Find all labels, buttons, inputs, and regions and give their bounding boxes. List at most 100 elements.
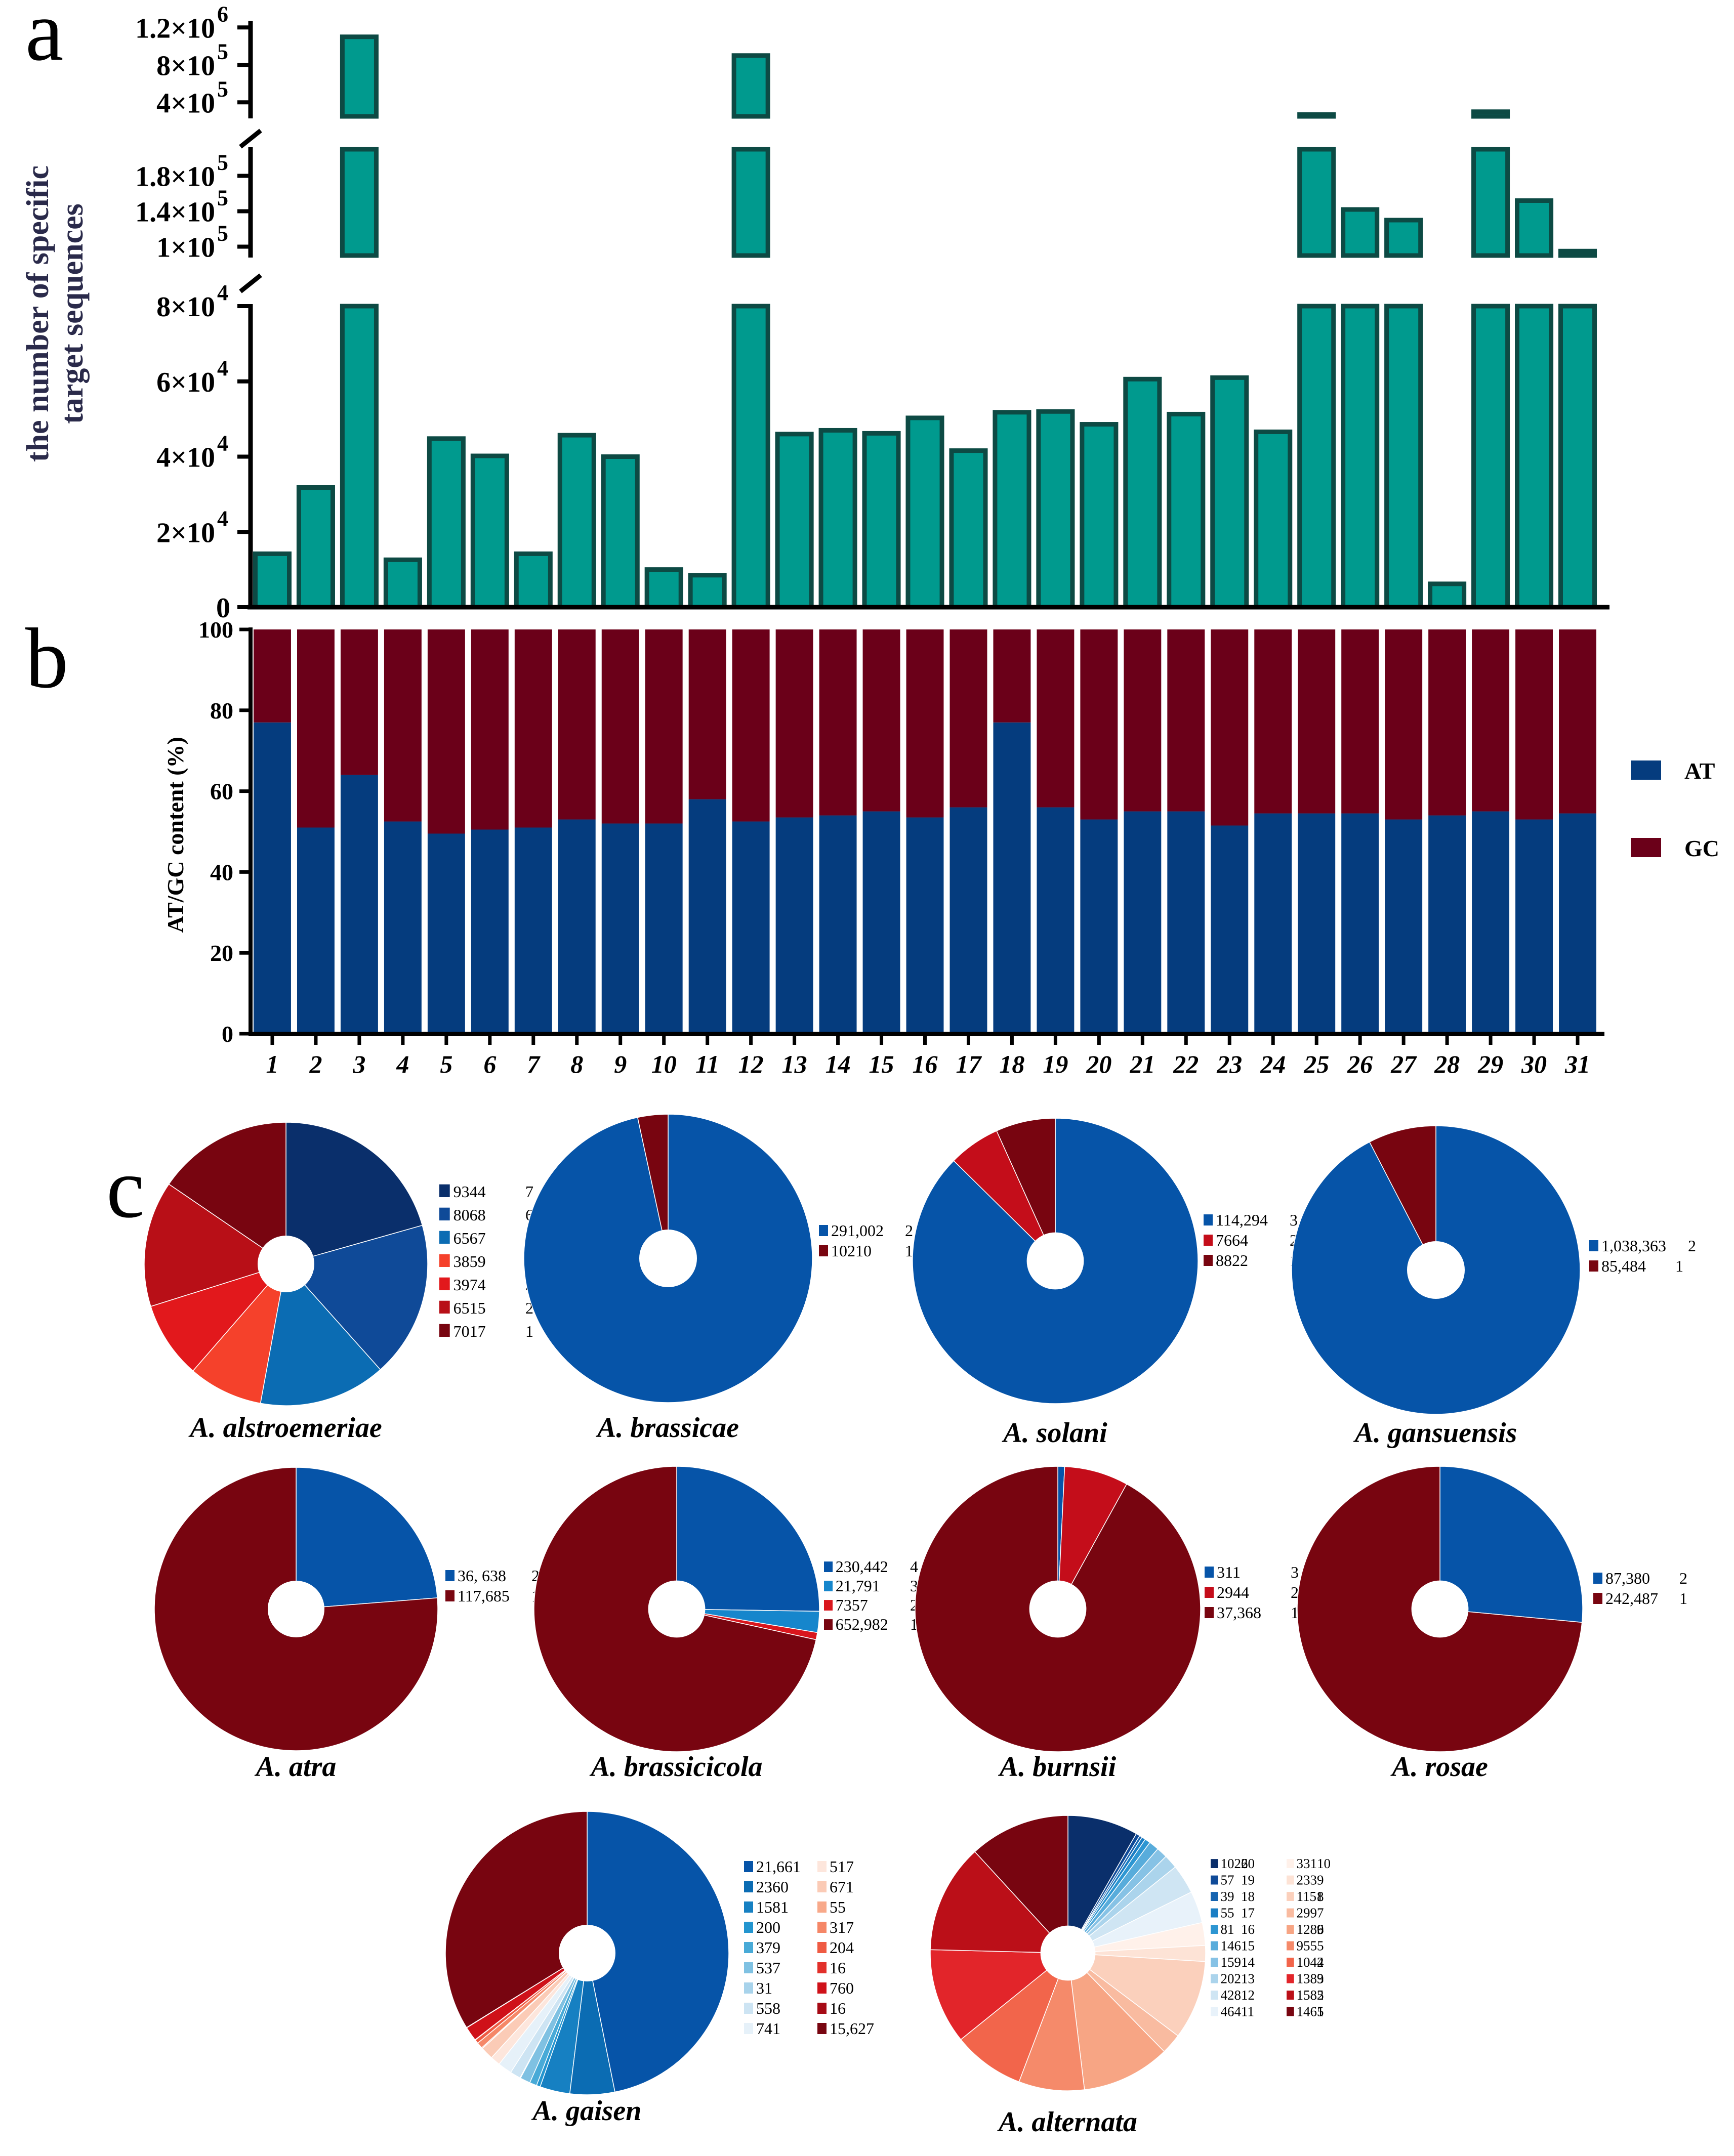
pie-title: A. brassicae bbox=[596, 1412, 739, 1444]
legend-value: 7357 bbox=[836, 1596, 868, 1614]
legend-count: 5 bbox=[1317, 1938, 1324, 1954]
x-tick-label: 21 bbox=[1129, 1050, 1155, 1078]
x-tick-label: 14 bbox=[825, 1050, 851, 1078]
bar-28 bbox=[1428, 581, 1467, 610]
legend-swatch bbox=[1211, 1908, 1218, 1918]
legend-swatch bbox=[1211, 1925, 1218, 1934]
pie-1: A. alstroemeriae934478068665675385943974… bbox=[144, 1122, 533, 1444]
bar-29 bbox=[1471, 304, 1510, 610]
x-tick-label: 10 bbox=[651, 1050, 677, 1078]
y-tick-label: 4×10 bbox=[156, 88, 215, 119]
y-tick-label: 8×10 bbox=[156, 50, 215, 81]
y-tick-exponent: 5 bbox=[217, 150, 228, 175]
y-tick-exponent: 6 bbox=[217, 2, 228, 26]
at-bar-27 bbox=[1385, 819, 1423, 1034]
gc-bar-17 bbox=[949, 629, 987, 808]
gc-bar-8 bbox=[558, 629, 596, 820]
at-bar-10 bbox=[645, 823, 683, 1034]
x-tick-label: 18 bbox=[999, 1050, 1024, 1078]
at-bar-14 bbox=[819, 815, 857, 1034]
bar-10 bbox=[644, 567, 683, 610]
gc-bar-2 bbox=[297, 629, 335, 828]
legend-count: 19 bbox=[1241, 1873, 1255, 1888]
pie-slice bbox=[1067, 1815, 1137, 1955]
pie-slice bbox=[144, 1183, 287, 1307]
legend-swatch bbox=[1589, 1260, 1598, 1272]
legend-swatch bbox=[817, 2003, 827, 2014]
y-tick-label: 4×10 bbox=[156, 442, 215, 474]
pie-slice bbox=[296, 1467, 438, 1610]
legend-count: 1 bbox=[1317, 2004, 1324, 2019]
axis-break-1 bbox=[239, 129, 262, 149]
legend-swatch bbox=[1593, 1573, 1602, 1584]
legend-count: 3 bbox=[1317, 1971, 1324, 1986]
legend-swatch bbox=[1204, 1255, 1213, 1266]
pie-hole bbox=[1026, 1232, 1084, 1290]
gc-bar-27 bbox=[1385, 629, 1423, 820]
x-tick-label: 16 bbox=[913, 1050, 938, 1078]
x-tick-label: 2 bbox=[309, 1050, 322, 1078]
bar-30-seg1 bbox=[1515, 198, 1554, 258]
pie-slice bbox=[192, 1262, 287, 1404]
gc-bar-1 bbox=[254, 629, 291, 723]
legend-value: 230,442 bbox=[836, 1557, 888, 1576]
legend-value: 1289 bbox=[1297, 1922, 1324, 1937]
legend-value: 242,487 bbox=[1605, 1589, 1658, 1608]
legend-value: 16 bbox=[830, 1999, 846, 2017]
x-tick-label: 5 bbox=[440, 1050, 452, 1078]
pie-hole bbox=[1040, 1925, 1096, 1981]
at-bar-29 bbox=[1472, 811, 1510, 1034]
gc-bar-28 bbox=[1428, 629, 1466, 816]
pie-slice bbox=[1369, 1125, 1436, 1271]
legend-swatch bbox=[817, 2023, 827, 2034]
legend-count: 17 bbox=[1241, 1906, 1255, 1921]
pie-slice bbox=[1018, 1953, 1085, 2091]
at-bar-7 bbox=[514, 827, 552, 1034]
legend-value: 81 bbox=[1221, 1922, 1234, 1937]
x-tick-label: 7 bbox=[527, 1050, 541, 1078]
y-tick-exponent: 4 bbox=[217, 506, 228, 531]
x-tick-label: 28 bbox=[1434, 1050, 1460, 1078]
gc-bar-12 bbox=[732, 629, 770, 822]
y-tick-exponent: 4 bbox=[217, 356, 228, 381]
legend-count: 2 bbox=[905, 1221, 913, 1240]
legend-swatch bbox=[439, 1184, 450, 1197]
x-tick-label: 3 bbox=[352, 1050, 365, 1078]
bar-19 bbox=[1036, 409, 1075, 610]
at-bar-25 bbox=[1298, 813, 1336, 1034]
pie-title: A. gaisen bbox=[531, 2095, 642, 2127]
gc-bar-23 bbox=[1211, 629, 1249, 826]
legend-value: 379 bbox=[756, 1938, 780, 1957]
legend-swatch bbox=[817, 1881, 827, 1892]
legend-count: 2 bbox=[1291, 1583, 1299, 1601]
legend-value: 291,002 bbox=[831, 1221, 884, 1240]
legend-value: 8068 bbox=[453, 1206, 486, 1224]
legend-swatch-gc bbox=[1631, 838, 1661, 857]
y-tick-label: 1×10 bbox=[156, 232, 215, 264]
legend-value: 85,484 bbox=[1601, 1257, 1646, 1275]
legend-value: 652,982 bbox=[836, 1615, 888, 1633]
legend-swatch bbox=[1211, 1859, 1218, 1868]
legend-swatch bbox=[744, 2003, 753, 2014]
x-tick-label: 27 bbox=[1390, 1050, 1417, 1078]
legend-count: 18 bbox=[1241, 1889, 1255, 1904]
legend-value: 955 bbox=[1297, 1938, 1317, 1954]
legend-value: 55 bbox=[830, 1898, 846, 1916]
legend-value: 159 bbox=[1221, 1955, 1242, 1970]
bar-24 bbox=[1254, 429, 1293, 610]
legend-value: 6515 bbox=[453, 1299, 486, 1317]
legend-value: 204 bbox=[830, 1938, 854, 1957]
legend-value: 760 bbox=[830, 1979, 854, 1997]
legend-swatch bbox=[439, 1254, 450, 1267]
gc-bar-9 bbox=[601, 629, 639, 824]
y-tick-exponent: 5 bbox=[217, 39, 228, 64]
x-tick-label: 12 bbox=[738, 1050, 764, 1078]
legend-count: 10 bbox=[1317, 1856, 1331, 1871]
pie-slice bbox=[930, 1851, 1069, 1954]
legend-swatch bbox=[1205, 1607, 1214, 1618]
panel-label-c: c bbox=[106, 1140, 144, 1236]
pie-slice bbox=[996, 1118, 1056, 1261]
x-tick-label: 24 bbox=[1260, 1050, 1286, 1078]
x-tick-label: 17 bbox=[956, 1050, 982, 1078]
